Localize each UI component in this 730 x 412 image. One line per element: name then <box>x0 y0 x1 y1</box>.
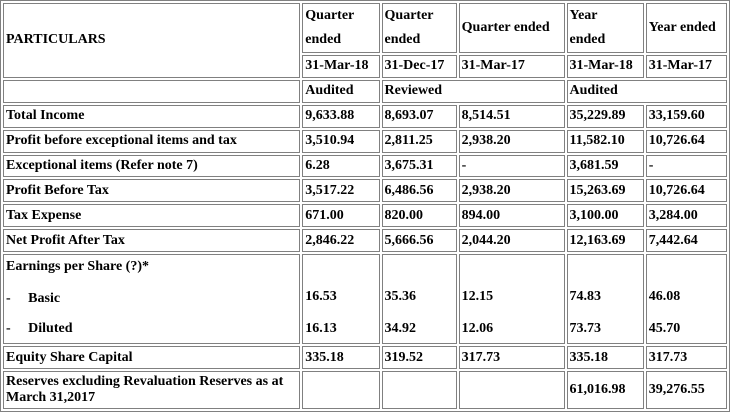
value-cell: 35,229.89 <box>566 104 644 128</box>
eps-values: 46.08 45.70 <box>645 254 727 344</box>
value-cell <box>302 371 380 409</box>
value-cell: 6.28 <box>302 154 380 178</box>
date-cell: 31-Dec-17 <box>381 55 457 78</box>
status-row: Audited Reviewed Audited <box>3 79 727 103</box>
eps-basic-label: - Basic <box>6 291 61 306</box>
value-cell: 5,666.56 <box>381 229 457 252</box>
table-row: Net Profit After Tax 2,846.22 5,666.56 2… <box>3 229 727 252</box>
eps-diluted-value: 73.73 <box>569 321 602 336</box>
header-year-ended-2: Year ended <box>645 3 727 53</box>
header-quarter-ended-1: Quarter ended <box>302 3 380 53</box>
eps-basic-value: 16.53 <box>305 289 337 304</box>
date-cell: 31-Mar-18 <box>302 55 380 78</box>
eps-label: Earnings per Share (?)* <box>6 259 149 274</box>
row-label: Profit before exceptional items and tax <box>3 129 301 153</box>
value-cell: 6,486.56 <box>381 179 457 203</box>
value-cell: 317.73 <box>645 346 727 369</box>
header-quarter-ended-3: Quarter ended <box>458 3 565 53</box>
value-cell: 335.18 <box>302 346 380 369</box>
value-cell: 319.52 <box>381 346 457 369</box>
eps-diluted-label: - Diluted <box>6 321 73 336</box>
row-label: Total Income <box>3 104 301 128</box>
eps-basic-value: 12.15 <box>461 289 494 304</box>
table-row: Equity Share Capital 335.18 319.52 317.7… <box>3 346 727 369</box>
value-cell: 10,726.64 <box>645 129 727 153</box>
value-cell: 2,811.25 <box>381 129 457 153</box>
header-row: PARTICULARS Quarter ended Quarter ended Qu… <box>3 3 727 78</box>
header-quarter-ended-2: Quarter ended <box>381 3 457 53</box>
eps-diluted-value: 16.13 <box>305 321 337 336</box>
empty-cell <box>3 79 301 103</box>
value-cell: 2,846.22 <box>302 229 380 252</box>
table-row: Profit before exceptional items and tax … <box>3 129 727 153</box>
row-label: Profit Before Tax <box>3 179 301 203</box>
value-cell: 2,938.20 <box>458 129 565 153</box>
eps-label-cell: Earnings per Share (?)* - Basic - Dilute… <box>3 254 301 344</box>
table-row: Total Income 9,633.88 8,693.07 8,514.51 … <box>3 104 727 128</box>
value-cell: 3,681.59 <box>566 154 644 178</box>
eps-values: 74.83 73.73 <box>566 254 644 344</box>
table-row: Reserves excluding Revaluation Reserves … <box>3 371 727 409</box>
date-cell: 31-Mar-17 <box>458 55 565 78</box>
value-cell: 8,693.07 <box>381 104 457 128</box>
value-cell: 10,726.64 <box>645 179 727 203</box>
eps-row: Earnings per Share (?)* - Basic - Dilute… <box>3 254 727 344</box>
eps-values: 12.15 12.06 <box>458 254 565 344</box>
value-cell: 820.00 <box>381 204 457 228</box>
table-row: Exceptional items (Refer note 7) 6.28 3,… <box>3 154 727 178</box>
value-cell: 7,442.64 <box>645 229 727 252</box>
status-audited: Audited <box>566 79 727 103</box>
eps-values: 16.53 16.13 <box>302 254 380 344</box>
value-cell: 9,633.88 <box>302 104 380 128</box>
date-row: 31-Mar-18 31-Dec-17 31-Mar-17 31-Mar-18 … <box>3 55 727 78</box>
value-cell <box>381 371 457 409</box>
value-cell: 39,276.55 <box>645 371 727 409</box>
row-label: Tax Expense <box>3 204 301 228</box>
value-cell: 12,163.69 <box>566 229 644 252</box>
table-row: Profit Before Tax 3,517.22 6,486.56 2,93… <box>3 179 727 203</box>
header-year-ended-1: Year ended <box>566 3 644 53</box>
date-cell: 31-Mar-18 <box>566 55 644 78</box>
eps-diluted-value: 45.70 <box>648 321 681 336</box>
row-label: Equity Share Capital <box>3 346 301 369</box>
row-label: Exceptional items (Refer note 7) <box>3 154 301 178</box>
value-cell: 3,510.94 <box>302 129 380 153</box>
value-cell: 3,284.00 <box>645 204 727 228</box>
value-cell: 335.18 <box>566 346 644 369</box>
value-cell <box>458 371 565 409</box>
particulars-header: PARTICULARS <box>3 3 301 78</box>
value-cell: 11,582.10 <box>566 129 644 153</box>
value-cell: - <box>458 154 565 178</box>
value-cell: 3,100.00 <box>566 204 644 228</box>
date-cell: 31-Mar-17 <box>645 55 727 78</box>
value-cell: 671.00 <box>302 204 380 228</box>
value-cell: 2,044.20 <box>458 229 565 252</box>
eps-basic-value: 46.08 <box>648 289 681 304</box>
value-cell: 61,016.98 <box>566 371 644 409</box>
value-cell: - <box>645 154 727 178</box>
value-cell: 15,263.69 <box>566 179 644 203</box>
row-label: Reserves excluding Revaluation Reserves … <box>3 371 301 409</box>
eps-basic-value: 35.36 <box>384 289 417 304</box>
value-cell: 3,675.31 <box>381 154 457 178</box>
eps-values: 35.36 34.92 <box>381 254 457 344</box>
value-cell: 33,159.60 <box>645 104 727 128</box>
value-cell: 894.00 <box>458 204 565 228</box>
value-cell: 317.73 <box>458 346 565 369</box>
eps-diluted-value: 12.06 <box>461 321 494 336</box>
eps-diluted-value: 34.92 <box>384 321 417 336</box>
value-cell: 3,517.22 <box>302 179 380 203</box>
row-label: Net Profit After Tax <box>3 229 301 252</box>
status-reviewed: Reviewed <box>381 79 565 103</box>
status-audited: Audited <box>302 79 380 103</box>
value-cell: 2,938.20 <box>458 179 565 203</box>
value-cell: 8,514.51 <box>458 104 565 128</box>
table-row: Tax Expense 671.00 820.00 894.00 3,100.0… <box>3 204 727 228</box>
eps-basic-value: 74.83 <box>569 289 602 304</box>
